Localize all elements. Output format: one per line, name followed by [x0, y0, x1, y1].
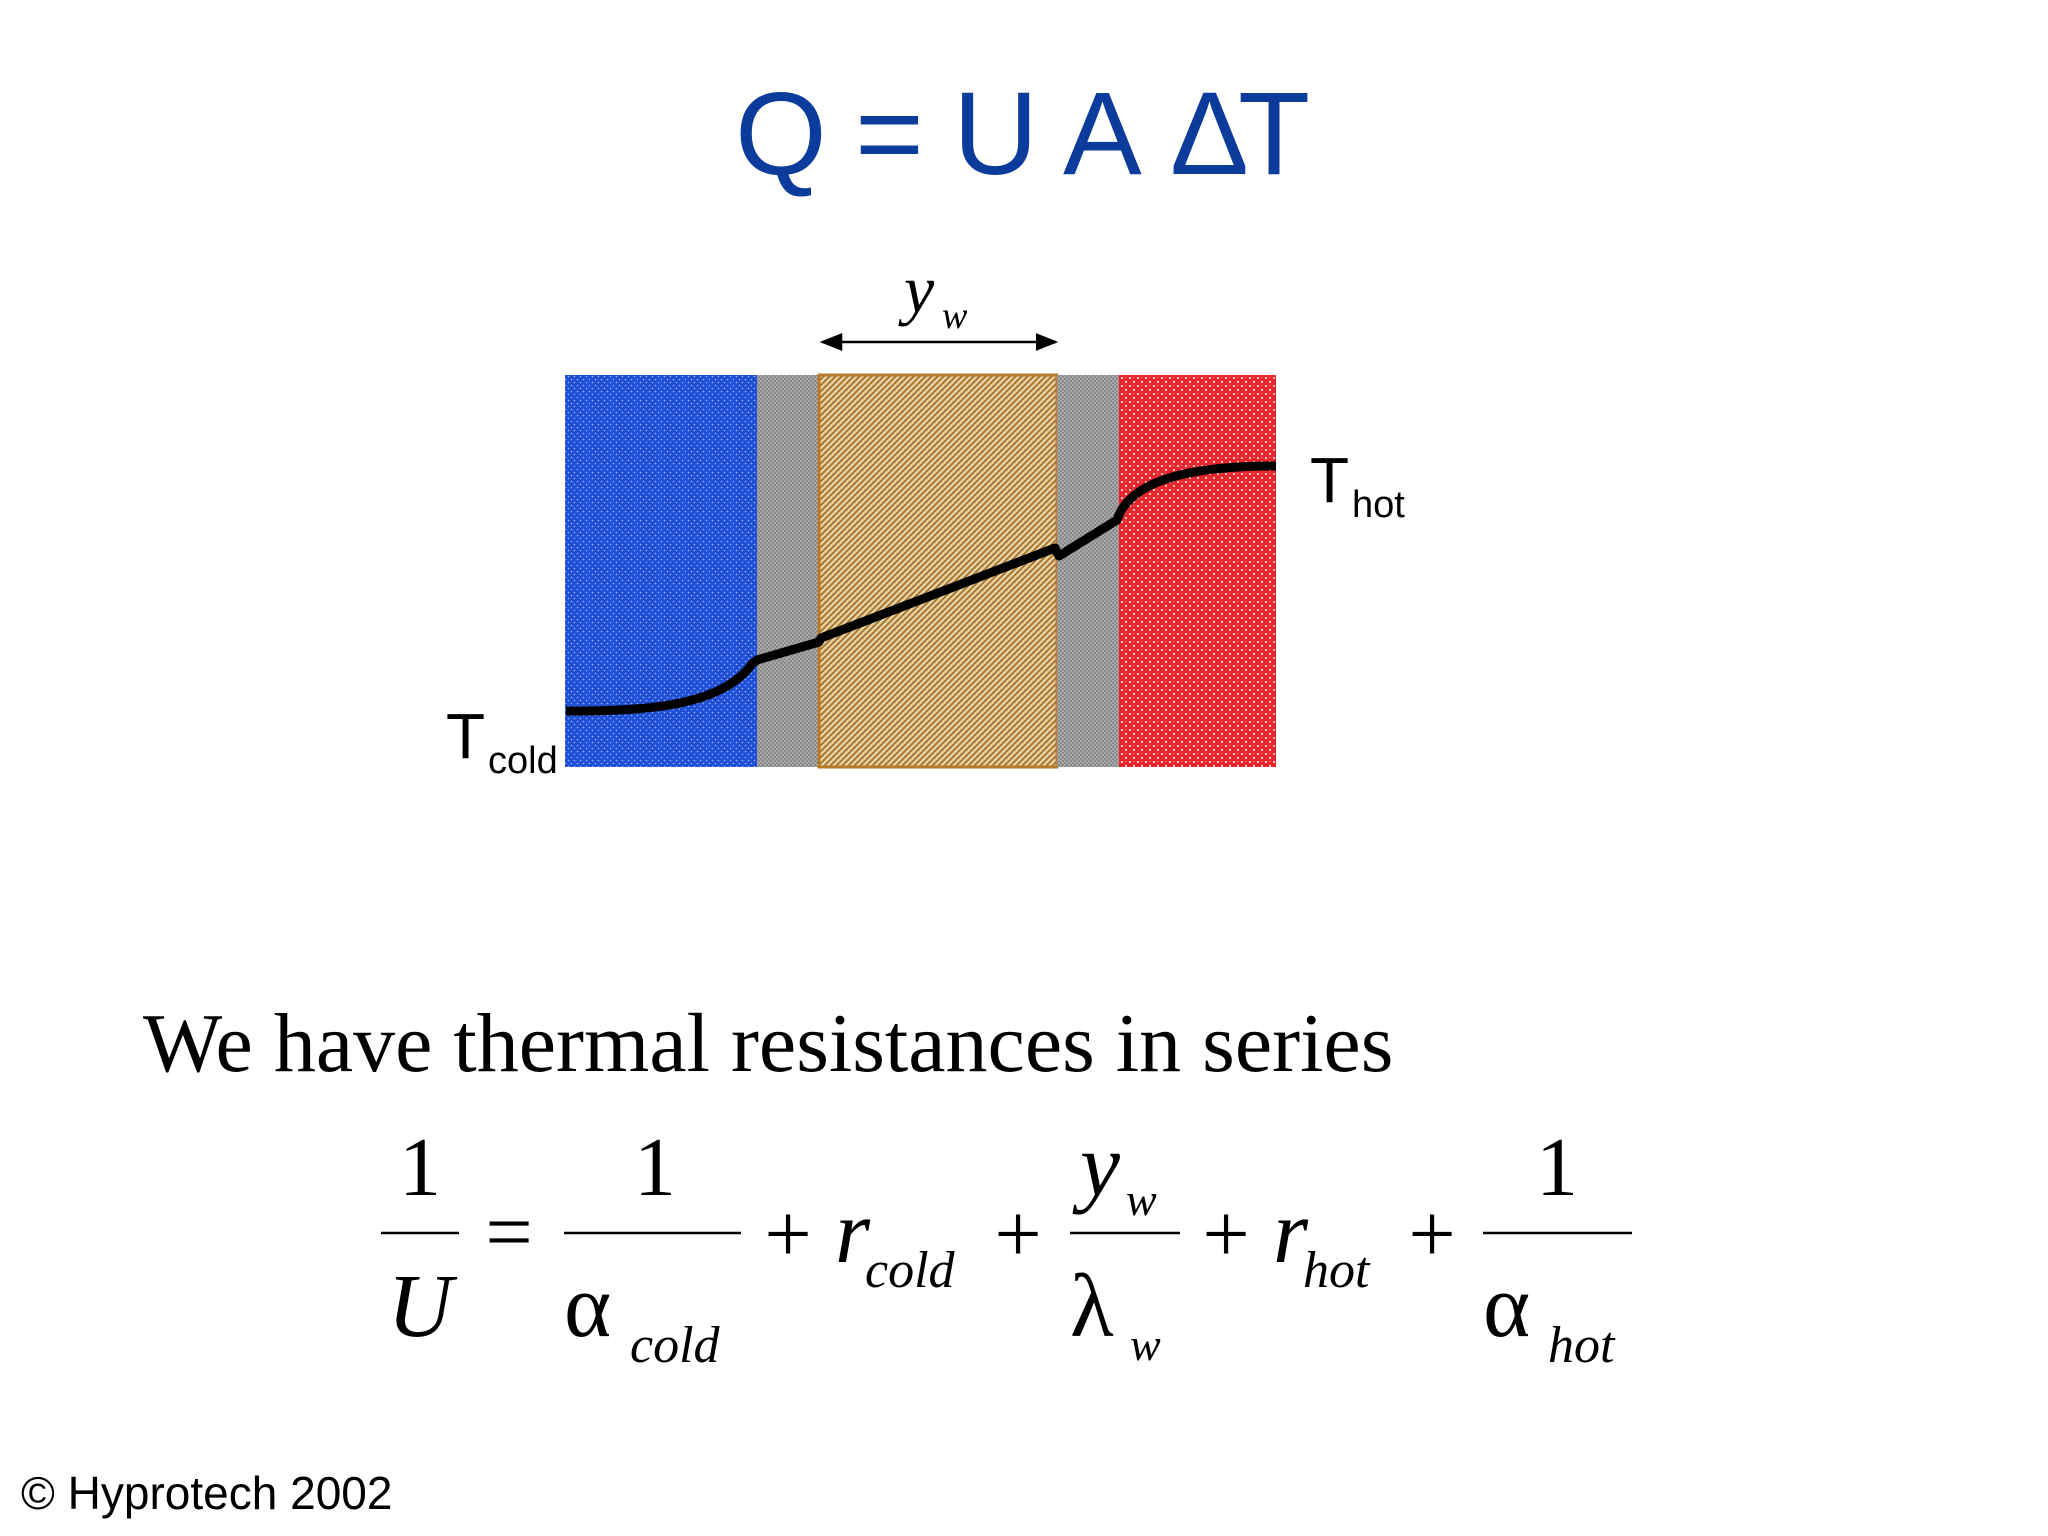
t-cold-symbol: T	[446, 700, 485, 772]
eq-term5-subscript: hot	[1548, 1317, 1616, 1374]
eq-term2-r: r	[835, 1183, 871, 1282]
eq-term4-subscript: hot	[1303, 1242, 1371, 1299]
title-t: T	[1238, 68, 1310, 200]
eq-term1-numerator: 1	[634, 1121, 676, 1214]
eq-term5-alpha: α	[1483, 1257, 1530, 1356]
title-q: Q	[735, 68, 827, 200]
hot-fouling-layer	[1057, 375, 1119, 767]
eq-lhs-numerator: 1	[399, 1121, 441, 1214]
slide-title: Q = U A Δ T	[735, 68, 1310, 200]
title-equals: =	[855, 68, 924, 200]
t-hot-symbol: T	[1310, 444, 1349, 516]
eq-plus-2: +	[994, 1188, 1041, 1281]
title-u: U	[953, 68, 1038, 200]
overall-coefficient-equation: 1 U = 1 α cold + r cold + y w λ w + r ho…	[381, 1116, 1632, 1374]
eq-plus-3: +	[1202, 1188, 1249, 1281]
hot-fluid-region	[1119, 375, 1276, 767]
eq-term1-subscript: cold	[630, 1317, 721, 1374]
copyright-footer: © Hyprotech 2002	[21, 1467, 392, 1519]
wall-thickness-symbol: y	[898, 251, 935, 327]
eq-equals: =	[485, 1186, 532, 1279]
t-hot-subscript: hot	[1352, 484, 1405, 526]
eq-lhs-denominator: U	[388, 1257, 458, 1356]
eq-term3-lambda: λ	[1070, 1257, 1114, 1356]
eq-term3-den-subscript: w	[1130, 1319, 1161, 1370]
eq-term2-subscript: cold	[865, 1242, 956, 1299]
t-cold-subscript: cold	[488, 740, 558, 782]
eq-term5-numerator: 1	[1536, 1121, 1578, 1214]
eq-term1-alpha: α	[564, 1257, 611, 1356]
eq-term3-num-symbol: y	[1072, 1116, 1120, 1215]
wall-region	[817, 373, 1059, 769]
eq-term4-r: r	[1273, 1183, 1309, 1282]
heat-transfer-diagram: y w T cold T hot	[446, 251, 1405, 782]
title-delta: Δ	[1170, 68, 1249, 200]
series-resistance-statement: We have thermal resistances in series	[143, 997, 1393, 1090]
wall-thickness-subscript: w	[942, 295, 968, 337]
eq-plus-1: +	[764, 1188, 811, 1281]
title-a: A	[1063, 68, 1142, 200]
cold-fouling-layer	[757, 375, 819, 767]
temperature-profile-line	[565, 461, 1277, 716]
eq-term3-num-subscript: w	[1126, 1174, 1157, 1225]
eq-plus-4: +	[1408, 1188, 1455, 1281]
